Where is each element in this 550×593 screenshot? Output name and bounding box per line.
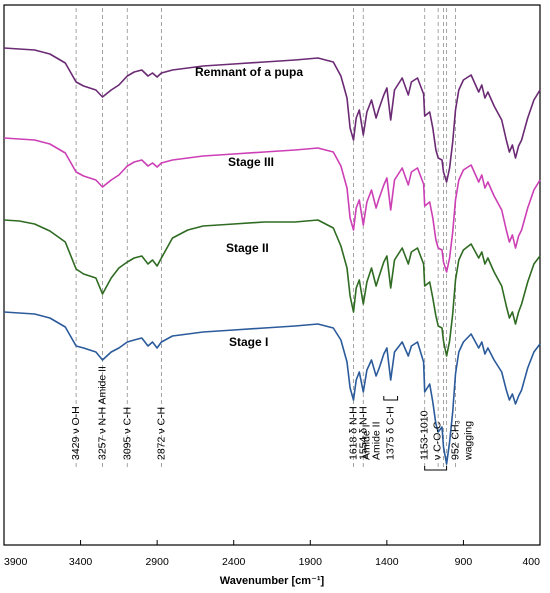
x-tick-label-3400: 3400 — [69, 556, 93, 568]
series-line-3 — [3, 311, 541, 465]
annotation-4: 1618 δ N-H — [347, 406, 359, 460]
annotation-5: 1554 δ N-H — [357, 406, 369, 460]
x-tick-label-400: 400 — [522, 556, 540, 568]
bracket-1153-1010 — [424, 466, 448, 471]
series-line-0 — [3, 47, 541, 183]
guide-lines — [75, 8, 456, 470]
annotation-4-line2: Amide I — [360, 424, 372, 460]
x-tick-label-2400: 2400 — [222, 556, 246, 568]
annotation-7: 1153-1010 — [419, 410, 431, 460]
annotation-5-line2: Amide II — [370, 421, 382, 460]
series-line-1 — [3, 137, 541, 273]
annotation-7-line2: ν C-O-C — [432, 421, 444, 460]
x-tick-label-3900: 3900 — [4, 556, 28, 568]
x-axis-label: Wavenumber [cm⁻¹] — [220, 575, 325, 587]
annotation-8: 952 CH₃ — [449, 420, 461, 460]
series-label-stage-iii: Stage III — [228, 155, 274, 169]
peak-annotations: 3429 ν O-H 3257 ν N-H Amide II 3095 ν C-H 2… — [70, 366, 474, 471]
annotation-2: 3095 ν C-H — [121, 407, 133, 460]
x-tick-label-2900: 2900 — [145, 556, 169, 568]
x-tick-label-1900: 1900 — [299, 556, 323, 568]
plot-frame — [3, 4, 541, 546]
annotation-1: 3257 ν N-H Amide II — [96, 366, 108, 460]
series-line-2 — [3, 219, 541, 357]
x-tick-label-900: 900 — [455, 556, 473, 568]
x-tick-label-1400: 1400 — [375, 556, 399, 568]
series-label-stage-ii: Stage II — [226, 241, 269, 255]
series-label-remnant: Remnant of a pupa — [195, 65, 303, 79]
x-axis: 3900 3400 2900 2400 1900 1400 900 400 — [3, 540, 541, 568]
series-labels: Remnant of a pupa Stage III Stage II Sta… — [195, 65, 303, 349]
annotation-0: 3429 ν O-H — [70, 406, 82, 460]
annotation-3: 2872 ν C-H — [155, 407, 167, 460]
series-group — [3, 47, 541, 465]
bracket-1375 — [383, 396, 399, 401]
annotation-6: 1375 δ C-H — [385, 406, 397, 460]
series-label-stage-i: Stage I — [229, 335, 268, 349]
annotation-8-line2: wagging — [462, 421, 474, 461]
